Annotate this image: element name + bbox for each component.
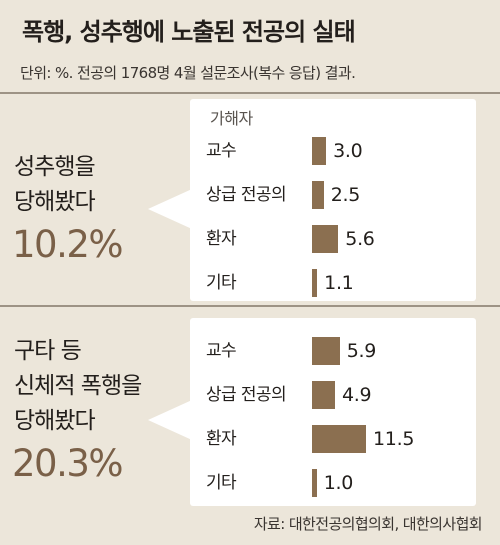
group-label-harassment: 성추행을 당해봤다 [14,150,96,220]
callout-pointer [148,189,192,229]
bar-row: 기타 1.0 [190,464,476,502]
value-label: 1.1 [324,272,354,294]
value-label: 11.5 [373,428,415,450]
chart-title: 폭행, 성추행에 노출된 전공의 실태 [22,18,356,46]
bar-panel-assault: 교수 5.9 상급 전공의 4.9 환자 11.5 기타 1.0 [190,318,476,506]
bar-row: 기타 1.1 [190,264,476,302]
rate-harassment: 10.2% [12,223,124,266]
category-label: 환자 [206,429,237,449]
group-label-line: 신체적 폭행을 [14,373,142,399]
source-note: 자료: 대한전공의협의회, 대한의사협회 [253,515,483,533]
value-label: 5.6 [345,228,375,250]
bar-row: 상급 전공의 4.9 [190,376,476,414]
category-label: 교수 [206,141,237,161]
bar [312,381,335,409]
bar [312,225,339,253]
bar-panel-harassment: 가해자 교수 3.0 상급 전공의 2.5 환자 5.6 기타 1.1 [190,99,476,301]
value-label: 4.9 [342,384,372,406]
value-label: 3.0 [333,140,363,162]
bar-row: 교수 5.9 [190,332,476,370]
panel-header-perpetrator: 가해자 [210,109,253,128]
group-label-line: 당해봤다 [14,408,96,434]
category-label: 상급 전공의 [206,185,287,205]
category-label: 환자 [206,229,237,249]
value-label: 2.5 [330,184,361,206]
bar-row: 환자 5.6 [190,220,476,258]
section-divider-middle [0,305,500,307]
category-label: 기타 [206,473,237,493]
category-label: 기타 [206,273,237,293]
group-label-line: 성추행을 [14,154,96,180]
bar [312,181,324,209]
bar [312,469,317,497]
category-label: 상급 전공의 [206,385,287,405]
section-divider-top [0,92,500,94]
bar [312,337,340,365]
group-label-line: 당해봤다 [14,189,96,215]
group-label-assault: 구타 등 신체적 폭행을 당해봤다 [14,334,142,439]
value-label: 1.0 [323,472,354,494]
chart-subtitle: 단위: %. 전공의 1768명 4월 설문조사(복수 응답) 결과. [20,64,356,82]
bar [312,425,366,453]
bar-row: 환자 11.5 [190,420,476,458]
callout-pointer [148,400,192,440]
group-label-line: 구타 등 [14,338,82,364]
bar [312,269,318,297]
bar-row: 교수 3.0 [190,132,476,170]
bar [312,137,327,165]
bar-row: 상급 전공의 2.5 [190,176,476,214]
category-label: 교수 [206,341,237,361]
rate-assault: 20.3% [12,442,124,485]
value-label: 5.9 [346,340,377,362]
